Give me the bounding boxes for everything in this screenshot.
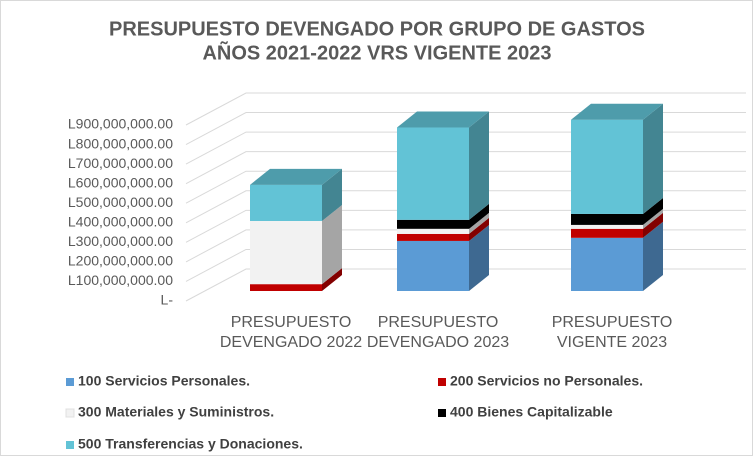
chart-title: PRESUPUESTO DEVENGADO POR GRUPO DE GASTO… [109, 18, 645, 40]
bar-segment-side [643, 208, 663, 229]
legend-swatch [438, 409, 446, 417]
bar-segment [571, 228, 643, 238]
grid-line [185, 112, 746, 145]
legend-swatch [438, 378, 446, 386]
bar-segment [250, 284, 322, 291]
bar-segment [397, 219, 469, 229]
bar-segment [250, 184, 322, 221]
x-tick-label: PRESUPUESTO VIGENTE 2023 [551, 314, 673, 351]
y-tick-label: L600,000,000.00 [68, 174, 173, 190]
y-tick-label: L- [161, 292, 174, 308]
bar-segment-side [322, 168, 342, 221]
legend-swatch [65, 408, 75, 418]
legend-label: 500 Transferencias y Donaciones. [78, 436, 303, 452]
x-tick-label: PRESUPUESTO DEVENGADO 2023 [366, 314, 510, 351]
bar-segment [397, 240, 469, 291]
y-tick-label: L700,000,000.00 [68, 155, 173, 171]
legend-label: 200 Servicios no Personales. [450, 373, 643, 389]
legend-swatch [66, 378, 74, 386]
bar-segment-side [322, 268, 342, 291]
bar-segment-side [469, 111, 489, 220]
bar-top [571, 103, 663, 120]
bar-segment [571, 119, 643, 214]
bar-segment-side [643, 197, 663, 225]
y-tick-label: L400,000,000.00 [68, 213, 173, 229]
bar-segment-side [643, 221, 663, 291]
y-tick-label: L300,000,000.00 [68, 233, 173, 249]
bar-segment-side [643, 212, 663, 238]
bar-top [397, 111, 489, 128]
bar-segment [250, 220, 322, 285]
legend-label: 300 Materiales y Suministros. [78, 404, 274, 420]
bar-top [250, 168, 342, 185]
y-tick-label: L200,000,000.00 [68, 253, 173, 269]
bar-segment [571, 224, 643, 229]
y-tick-label: L800,000,000.00 [68, 135, 173, 151]
bar-segment-side [469, 217, 489, 241]
bar-segment-side [469, 212, 489, 234]
bar-segment-side [469, 224, 489, 291]
bar-segment-side [643, 103, 663, 214]
chart-subtitle: AÑOS 2021-2022 VRS VIGENTE 2023 [202, 41, 551, 64]
bar-segment [571, 213, 643, 225]
bar-segment-side [322, 204, 342, 285]
y-tick-label: L100,000,000.00 [68, 272, 173, 288]
bar-segment-side [469, 203, 489, 229]
bar-segment [571, 237, 643, 291]
bar-segment [397, 233, 469, 241]
bar-segment [397, 228, 469, 234]
legend-label: 400 Bienes Capitalizable [450, 404, 613, 420]
bar-segment [397, 127, 469, 220]
legend-swatch [66, 441, 74, 449]
legend-label: 100 Servicios Personales. [78, 373, 250, 389]
x-tick-label: PRESUPUESTO DEVENGADO 2022 [219, 314, 363, 351]
y-tick-label: L900,000,000.00 [68, 116, 173, 132]
grid-line [185, 92, 746, 126]
y-tick-label: L500,000,000.00 [68, 194, 173, 210]
